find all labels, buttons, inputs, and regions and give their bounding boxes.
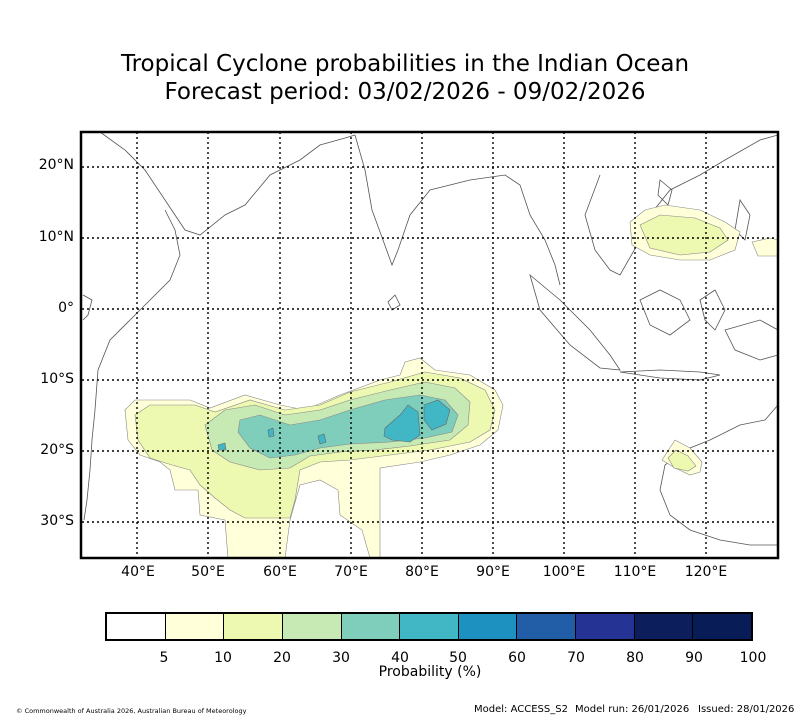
- x-tick-40e: 40°E: [121, 564, 155, 580]
- title-line-1: Tropical Cyclone probabilities in the In…: [120, 51, 690, 77]
- y-tick-30s: 30°S: [40, 513, 74, 529]
- x-tick-50e: 50°E: [191, 564, 225, 580]
- x-tick-110e: 110°E: [613, 564, 657, 580]
- colorbar-tick-5: 5: [159, 650, 169, 666]
- colorbar-tick-30: 30: [332, 650, 350, 666]
- x-tick-60e: 60°E: [263, 564, 297, 580]
- graticule: [82, 132, 778, 558]
- map-title: Tropical Cyclone probabilities in the In…: [0, 50, 810, 106]
- x-tick-120e: 120°E: [684, 564, 728, 580]
- y-tick-0: 0°: [58, 300, 74, 316]
- colorbar-cell: [107, 614, 166, 639]
- colorbar-cell: [576, 614, 635, 639]
- colorbar-cell: [634, 614, 694, 639]
- colorbar-tick-20: 20: [273, 650, 291, 666]
- colorbar-cell: [458, 614, 518, 639]
- colorbar-label: Probability (%): [378, 664, 482, 680]
- x-tick-90e: 90°E: [476, 564, 510, 580]
- colorbar-cell: [224, 614, 283, 639]
- colorbar: [105, 612, 753, 641]
- colorbar-tick-90: 90: [685, 650, 703, 666]
- colorbar-cell: [693, 614, 752, 639]
- issued-date: Issued: 28/01/2026: [698, 704, 795, 715]
- y-tick-20s: 20°S: [40, 442, 74, 458]
- y-tick-10n: 10°N: [38, 229, 74, 245]
- x-tick-70e: 70°E: [334, 564, 368, 580]
- colorbar-tick-10: 10: [214, 650, 232, 666]
- colorbar-tick-70: 70: [567, 650, 585, 666]
- copyright-notice: © Commonwealth of Australia 2026, Austra…: [16, 707, 247, 715]
- colorbar-tick-50: 50: [449, 650, 467, 666]
- contour-10-20: [134, 214, 729, 519]
- map-frame: [79, 130, 780, 560]
- y-tick-20n: 20°N: [38, 157, 74, 173]
- colorbar-cell: [165, 614, 225, 639]
- contour-40-50: [217, 399, 451, 451]
- colorbar-tick-80: 80: [626, 650, 644, 666]
- model-run-date: Model run: 26/01/2026: [575, 704, 690, 715]
- colorbar-cell: [400, 614, 459, 639]
- colorbar-cell: [341, 614, 401, 639]
- colorbar-cell: [517, 614, 577, 639]
- model-name: Model: ACCESS_S2: [474, 704, 568, 715]
- x-tick-80e: 80°E: [405, 564, 439, 580]
- colorbar-tick-100: 100: [739, 650, 767, 666]
- contour-30-40: [237, 394, 459, 459]
- colorbar-cell: [282, 614, 342, 639]
- y-tick-10s: 10°S: [40, 371, 74, 387]
- title-line-2: Forecast period: 03/02/2026 - 09/02/2026: [164, 79, 646, 105]
- colorbar-tick-40: 40: [391, 650, 409, 666]
- colorbar-tick-60: 60: [508, 650, 526, 666]
- x-tick-100e: 100°E: [542, 564, 586, 580]
